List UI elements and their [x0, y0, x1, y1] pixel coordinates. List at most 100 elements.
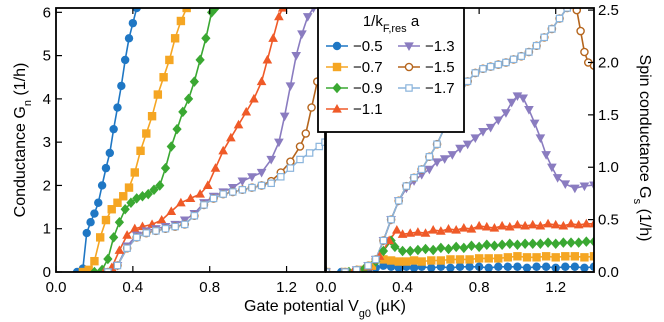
- y-tick-label-1-4: 2.0: [598, 54, 619, 71]
- data-point-0-1-11: [142, 129, 151, 138]
- data-point-1-0-23: [541, 262, 551, 271]
- data-point-1-6-28: [555, 14, 564, 23]
- plot-area-0: [72, 8, 325, 272]
- data-point-0-6-6: [161, 224, 170, 233]
- data-point-0-0-12: [120, 55, 130, 65]
- data-point-0-3-22: [274, 11, 284, 21]
- data-point-1-5-31: [572, 8, 582, 15]
- data-point-0-6-20: [296, 155, 304, 164]
- data-point-1-6-6: [387, 215, 395, 224]
- data-point-0-6-0: [104, 268, 112, 272]
- legend-label-1: −1.3: [425, 38, 455, 55]
- data-point-0-6-16: [257, 181, 266, 190]
- data-point-0-2-12: [160, 162, 171, 174]
- data-point-1-2-28: [558, 237, 568, 248]
- legend-marker-3: [404, 62, 414, 72]
- data-point-0-3-2: [114, 245, 125, 254]
- data-point-0-2-7: [132, 193, 142, 204]
- data-point-0-0-7: [101, 163, 111, 173]
- data-point-0-2-21: [210, 8, 221, 14]
- data-point-1-6-2: [352, 266, 361, 272]
- data-point-1-6-9: [410, 173, 418, 182]
- data-point-1-6-27: [548, 25, 556, 33]
- series-markers-1-6: [326, 8, 571, 272]
- data-point-0-1-10: [136, 146, 145, 156]
- data-point-0-6-11: [209, 194, 218, 203]
- data-point-1-1-11: [436, 256, 446, 265]
- data-point-0-0-14: [128, 18, 138, 28]
- data-point-0-6-14: [238, 186, 247, 194]
- data-point-1-2-27: [551, 238, 561, 249]
- data-point-0-6-13: [229, 188, 237, 196]
- data-point-0-6-1: [113, 261, 122, 270]
- data-point-1-1-22: [541, 252, 551, 261]
- data-point-1-2-13: [443, 243, 454, 255]
- x-tick-label-1-1: 0.4: [392, 279, 413, 296]
- data-point-1-4-18: [478, 128, 488, 137]
- legend-marker-5: [405, 84, 413, 92]
- data-point-1-4-30: [552, 174, 563, 183]
- data-point-0-1-3: [95, 233, 105, 242]
- data-point-0-0-15: [132, 8, 141, 13]
- data-point-1-1-14: [465, 255, 474, 264]
- data-point-1-4-12: [432, 158, 442, 168]
- data-point-1-4-19: [485, 123, 496, 133]
- series-markers-0-0: [72, 8, 141, 272]
- data-point-1-6-8: [402, 182, 411, 190]
- data-point-1-6-16: [463, 77, 472, 86]
- data-point-1-2-16: [466, 240, 477, 252]
- data-point-1-3-7: [405, 228, 416, 237]
- data-point-1-4-16: [462, 140, 473, 150]
- data-point-1-3-21: [512, 219, 523, 229]
- data-point-1-3-23: [527, 219, 538, 229]
- data-point-0-4-14: [237, 177, 248, 187]
- data-point-1-2-22: [512, 239, 523, 251]
- data-point-1-6-4: [372, 255, 380, 264]
- x-tick-label-1-2: 0.8: [469, 279, 490, 296]
- data-point-0-6-10: [200, 201, 208, 209]
- data-point-0-0-8: [105, 148, 115, 158]
- data-point-1-4-13: [439, 155, 450, 164]
- data-point-1-3-24: [535, 220, 546, 230]
- legend-entry-6: −1.1: [326, 101, 383, 118]
- data-point-0-4-21: [291, 52, 302, 61]
- data-point-0-0-5: [94, 198, 103, 207]
- y-tick-label-1-3: 1.5: [598, 107, 619, 124]
- data-point-0-0-3: [86, 218, 95, 227]
- data-point-1-4-33: [579, 182, 590, 192]
- data-point-1-1-17: [494, 254, 503, 263]
- legend-marker-0: [332, 41, 342, 51]
- data-point-1-2-15: [459, 242, 469, 254]
- data-point-1-5-33: [580, 47, 589, 57]
- data-point-0-2-4: [114, 216, 125, 228]
- data-point-0-0-9: [109, 124, 118, 134]
- data-point-1-4-20: [493, 116, 504, 126]
- data-point-1-1-9: [417, 257, 426, 266]
- y-tick-label-1-1: 0.5: [598, 212, 619, 229]
- legend: 1/kF,res a −0.5 −1.3 −0.7 −1.5 −0.9 −1.7 −1.1: [317, 7, 465, 133]
- data-point-1-2-8: [405, 245, 415, 257]
- data-point-1-0-14: [455, 262, 465, 271]
- data-point-0-3-3: [122, 230, 132, 239]
- data-point-1-3-10: [428, 225, 439, 234]
- data-point-1-3-18: [489, 222, 500, 232]
- data-point-0-2-17: [189, 76, 199, 87]
- data-point-1-0-20: [513, 262, 522, 271]
- data-point-1-5-32: [576, 26, 585, 36]
- data-point-1-3-19: [497, 220, 507, 230]
- data-point-1-3-15: [466, 224, 477, 233]
- data-point-0-4-15: [247, 173, 257, 182]
- data-point-0-2-10: [149, 184, 159, 196]
- data-point-1-1-12: [446, 255, 455, 264]
- data-point-1-6-3: [364, 261, 372, 270]
- data-point-1-4-10: [416, 171, 427, 180]
- data-point-0-2-6: [126, 197, 136, 209]
- data-point-0-0-13: [124, 34, 134, 43]
- data-point-0-2-5: [120, 203, 130, 215]
- data-point-1-2-17: [474, 241, 484, 253]
- data-point-0-2-16: [183, 93, 194, 105]
- data-point-0-1-0: [78, 267, 88, 272]
- data-point-0-0-2: [82, 228, 91, 238]
- data-point-1-2-19: [489, 240, 500, 252]
